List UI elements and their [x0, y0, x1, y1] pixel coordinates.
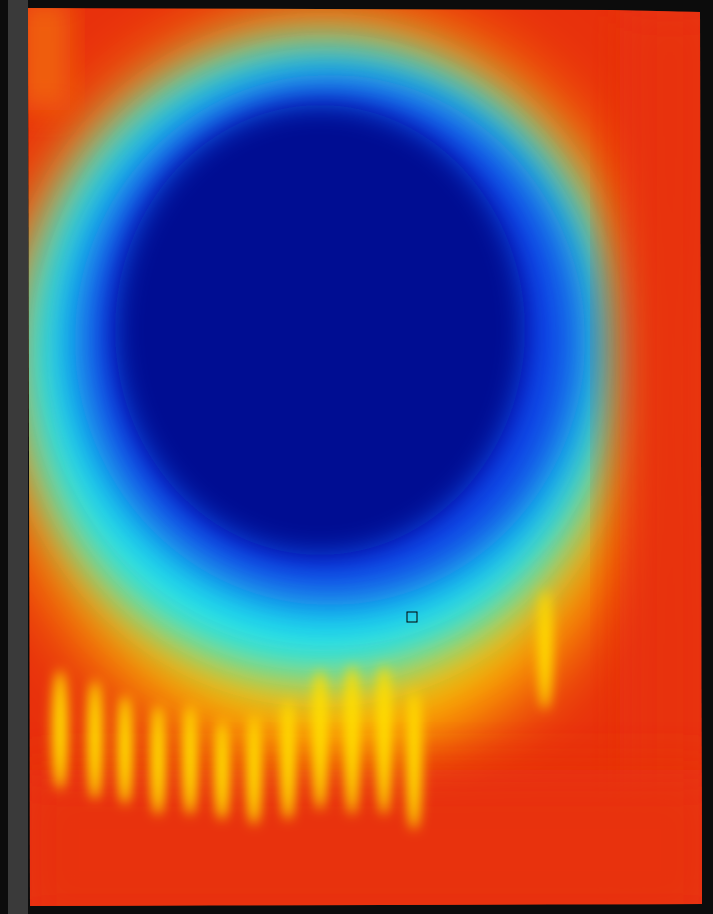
- streaks: [52, 590, 552, 830]
- right-hot-strip: [620, 8, 702, 906]
- left-edge: [8, 0, 28, 914]
- top-left-hot: [28, 8, 70, 110]
- marker: [406, 611, 418, 623]
- bottom-hot: [28, 770, 702, 906]
- coldest-region: [115, 105, 525, 555]
